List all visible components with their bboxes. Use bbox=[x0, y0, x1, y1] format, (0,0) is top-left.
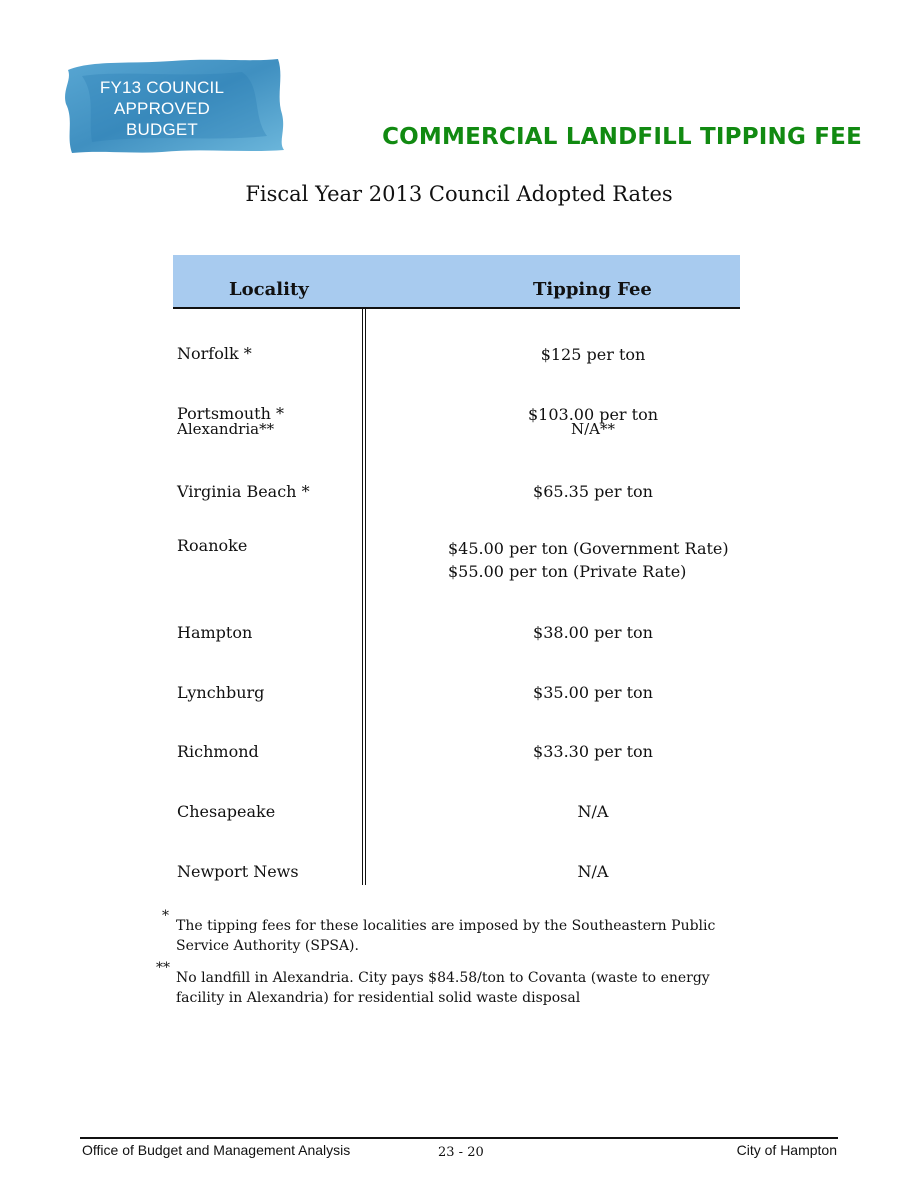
column-header-tipping-fee: Tipping Fee bbox=[533, 279, 652, 300]
footnote-mark: ** bbox=[156, 960, 170, 976]
table-row-fee: $65.35 per ton bbox=[533, 482, 653, 501]
badge-line-1: FY13 COUNCIL bbox=[99, 78, 225, 97]
section-title: COMMERCIAL LANDFILL TIPPING FEE bbox=[382, 124, 862, 150]
badge-text: FY13 COUNCIL APPROVED BUDGET bbox=[62, 77, 262, 140]
table-row-locality: Virginia Beach * bbox=[177, 482, 310, 501]
footer-rule bbox=[80, 1137, 838, 1139]
table-row-locality: Hampton bbox=[177, 623, 253, 642]
table-row-locality: Chesapeake bbox=[177, 802, 276, 821]
footer-page-number: 23 - 20 bbox=[438, 1145, 484, 1160]
table-row-fee: $38.00 per ton bbox=[533, 623, 653, 642]
watercolor-badge-icon bbox=[65, 59, 284, 153]
footer-city: City of Hampton bbox=[736, 1142, 837, 1158]
table-header: Locality Tipping Fee bbox=[173, 255, 740, 309]
table-row-fee: $103.00 per ton bbox=[527, 405, 659, 424]
column-divider bbox=[362, 309, 366, 885]
table-row-fee: N/A bbox=[577, 862, 609, 881]
table-row-fee: $33.30 per ton bbox=[533, 742, 653, 761]
table-row-locality: Alexandria** bbox=[177, 421, 275, 435]
page-title: Fiscal Year 2013 Council Adopted Rates bbox=[245, 182, 673, 206]
table-row-locality: Lynchburg bbox=[177, 683, 265, 702]
footnote-text: The tipping fees for these localities ar… bbox=[176, 918, 716, 954]
footnote-text: No landfill in Alexandria. City pays $84… bbox=[176, 970, 710, 1006]
table-row-locality: Norfolk * bbox=[177, 344, 252, 363]
fy13-budget-badge: FY13 COUNCIL APPROVED BUDGET bbox=[62, 56, 288, 154]
badge-line-3: BUDGET bbox=[125, 120, 199, 139]
badge-line-2: APPROVED bbox=[113, 99, 211, 118]
footnote-mark: * bbox=[162, 908, 169, 924]
table-row-locality: Richmond bbox=[177, 742, 259, 761]
column-header-locality: Locality bbox=[229, 279, 309, 300]
table-row-locality: Roanoke bbox=[177, 536, 248, 555]
table-row-fee: $35.00 per ton bbox=[533, 683, 653, 702]
table-row-fee: $45.00 per ton (Government Rate) bbox=[448, 539, 729, 558]
table-row-fee-secondary: $55.00 per ton (Private Rate) bbox=[448, 562, 687, 581]
table-row-fee: $125 per ton bbox=[540, 345, 646, 364]
table-row-fee: N/A** bbox=[570, 421, 616, 435]
table-row-fee: N/A bbox=[577, 802, 609, 821]
footer-office: Office of Budget and Management Analysis bbox=[82, 1142, 351, 1158]
table-row-locality: Portsmouth * bbox=[177, 404, 284, 423]
table-row-locality: Newport News bbox=[177, 862, 299, 881]
